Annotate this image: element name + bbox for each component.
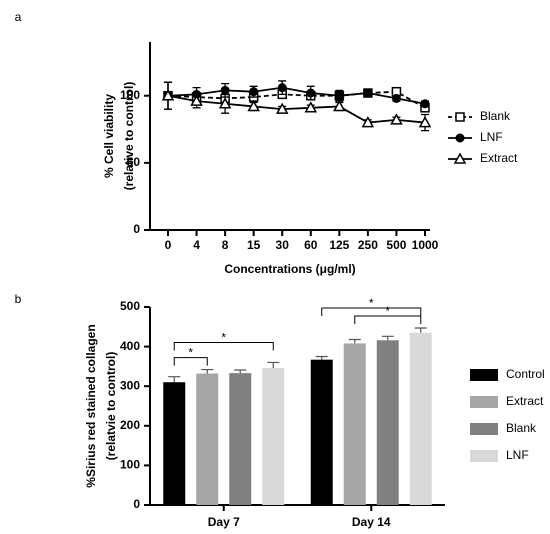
y-tick-label: 400 — [120, 339, 140, 353]
marker — [304, 101, 318, 113]
legend-marker — [455, 133, 465, 143]
x-tick-label: 1000 — [412, 238, 439, 252]
y-axis-title: %Sirius red stained collagen — [84, 324, 98, 487]
legend-marker — [455, 112, 465, 122]
marker — [277, 83, 287, 93]
marker — [218, 97, 232, 109]
legend-label: Blank — [506, 421, 537, 435]
bar — [376, 340, 399, 505]
marker — [275, 102, 289, 114]
marker — [161, 89, 175, 101]
significance-bracket — [173, 357, 208, 366]
legend-swatch — [470, 450, 498, 462]
marker — [249, 87, 259, 97]
bar — [409, 332, 432, 505]
bar — [229, 373, 252, 505]
y-tick-label: 0 — [133, 497, 140, 511]
x-tick-label: 30 — [276, 238, 290, 252]
y-axis-title: % Cell viability — [102, 94, 116, 178]
bar — [310, 359, 333, 505]
y-tick-label: 100 — [120, 458, 140, 472]
significance-bracket — [173, 341, 274, 351]
legend-swatch — [470, 423, 498, 435]
significance-label: * — [369, 296, 374, 310]
marker — [220, 85, 230, 95]
x-tick-label: 60 — [304, 238, 318, 252]
x-tick-label: 125 — [329, 238, 349, 252]
legend-label: Extract — [480, 151, 518, 165]
legend-label: LNF — [480, 130, 503, 144]
y-axis-title: (relatvie to control) — [104, 352, 118, 461]
significance-bracket — [321, 307, 422, 316]
x-tick-label: 250 — [358, 238, 378, 252]
bar — [163, 382, 186, 505]
y-tick-label: 500 — [120, 299, 140, 313]
bar — [343, 343, 366, 505]
legend-label: Control — [506, 367, 545, 381]
marker — [333, 99, 346, 112]
series-line — [167, 90, 426, 109]
y-tick-label: 200 — [120, 418, 140, 432]
bar — [262, 367, 285, 505]
marker — [420, 99, 430, 109]
marker — [391, 93, 401, 103]
bar — [196, 373, 219, 505]
x-tick-label: Day 14 — [352, 515, 391, 529]
legend-label: LNF — [506, 448, 529, 462]
marker — [190, 94, 203, 106]
legend-label: Extract — [506, 394, 544, 408]
significance-label: * — [188, 346, 193, 360]
marker — [418, 116, 432, 128]
panel-label: b — [15, 292, 22, 306]
x-tick-label: Day 7 — [208, 515, 240, 529]
marker — [306, 88, 316, 98]
x-tick-label: 4 — [193, 238, 200, 252]
series-line — [167, 94, 426, 124]
legend-label: Blank — [480, 109, 511, 123]
y-tick-label: 0 — [133, 222, 140, 236]
series-line — [167, 86, 426, 105]
x-tick-label: 500 — [386, 238, 406, 252]
marker — [390, 113, 403, 125]
x-tick-label: 8 — [222, 238, 229, 252]
marker — [247, 99, 260, 112]
marker — [363, 88, 373, 98]
legend-swatch — [470, 396, 498, 408]
marker — [334, 91, 344, 101]
panel-label: a — [15, 10, 22, 24]
x-axis-title: Concentrations (μg/ml) — [224, 262, 355, 276]
significance-bracket — [354, 315, 422, 324]
significance-label: * — [385, 304, 390, 318]
marker — [361, 116, 375, 128]
y-tick-label: 50 — [127, 155, 141, 169]
y-tick-label: 300 — [120, 378, 140, 392]
significance-label: * — [221, 331, 226, 345]
y-axis-title: (relative to control) — [122, 82, 136, 191]
legend-marker — [453, 152, 467, 164]
x-tick-label: 0 — [165, 238, 172, 252]
x-tick-label: 15 — [247, 238, 261, 252]
legend-swatch — [470, 369, 498, 381]
y-tick-label: 100 — [120, 88, 140, 102]
